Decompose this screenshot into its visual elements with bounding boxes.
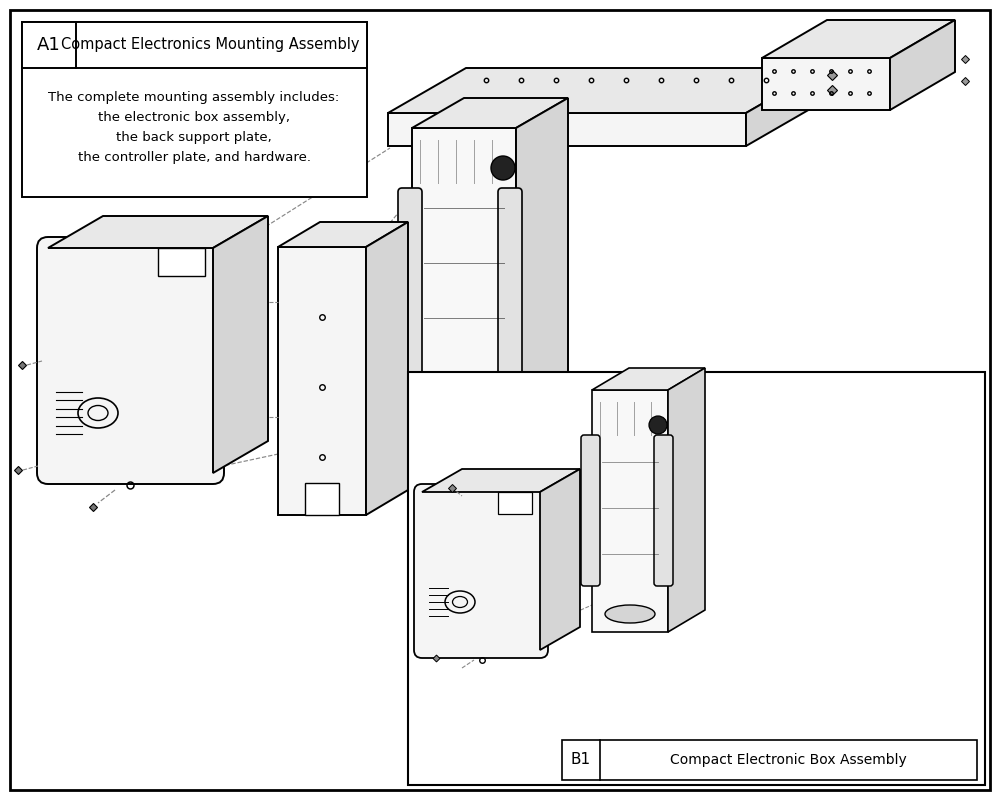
Polygon shape [278, 222, 408, 247]
Text: The complete mounting assembly includes:
the electronic box assembly,
the back s: The complete mounting assembly includes:… [48, 91, 340, 165]
Bar [22, 22, 367, 68]
Polygon shape [388, 68, 824, 113]
Polygon shape [158, 248, 205, 276]
FancyBboxPatch shape [654, 435, 673, 586]
Circle shape [491, 156, 515, 180]
Polygon shape [762, 20, 955, 58]
Circle shape [649, 416, 667, 434]
Polygon shape [516, 98, 568, 450]
Bar [305, 483, 339, 515]
FancyBboxPatch shape [581, 435, 600, 586]
Bar [412, 128, 516, 450]
Bar [592, 390, 668, 632]
Text: A1: A1 [37, 36, 61, 54]
FancyBboxPatch shape [498, 188, 522, 389]
FancyBboxPatch shape [414, 484, 548, 658]
Text: Compact Electronic Box Assembly: Compact Electronic Box Assembly [670, 753, 906, 767]
Bar [278, 247, 366, 515]
Polygon shape [422, 469, 580, 492]
Polygon shape [48, 216, 268, 248]
Polygon shape [592, 368, 705, 390]
Bar [22, 22, 367, 197]
Ellipse shape [605, 605, 655, 623]
Ellipse shape [432, 417, 496, 439]
Polygon shape [366, 222, 408, 515]
Polygon shape [890, 20, 955, 110]
Bar [408, 372, 985, 785]
Polygon shape [540, 469, 580, 650]
Circle shape [417, 387, 433, 403]
Polygon shape [213, 216, 268, 473]
Text: Compact Electronics Mounting Assembly: Compact Electronics Mounting Assembly [61, 38, 359, 53]
Polygon shape [746, 68, 824, 146]
Bar [388, 113, 746, 146]
Bar [762, 58, 890, 110]
Polygon shape [668, 368, 705, 632]
Polygon shape [498, 492, 532, 514]
FancyBboxPatch shape [398, 188, 422, 389]
Text: B1: B1 [571, 753, 591, 767]
Bar [562, 740, 977, 780]
FancyBboxPatch shape [37, 237, 224, 484]
Polygon shape [412, 98, 568, 128]
